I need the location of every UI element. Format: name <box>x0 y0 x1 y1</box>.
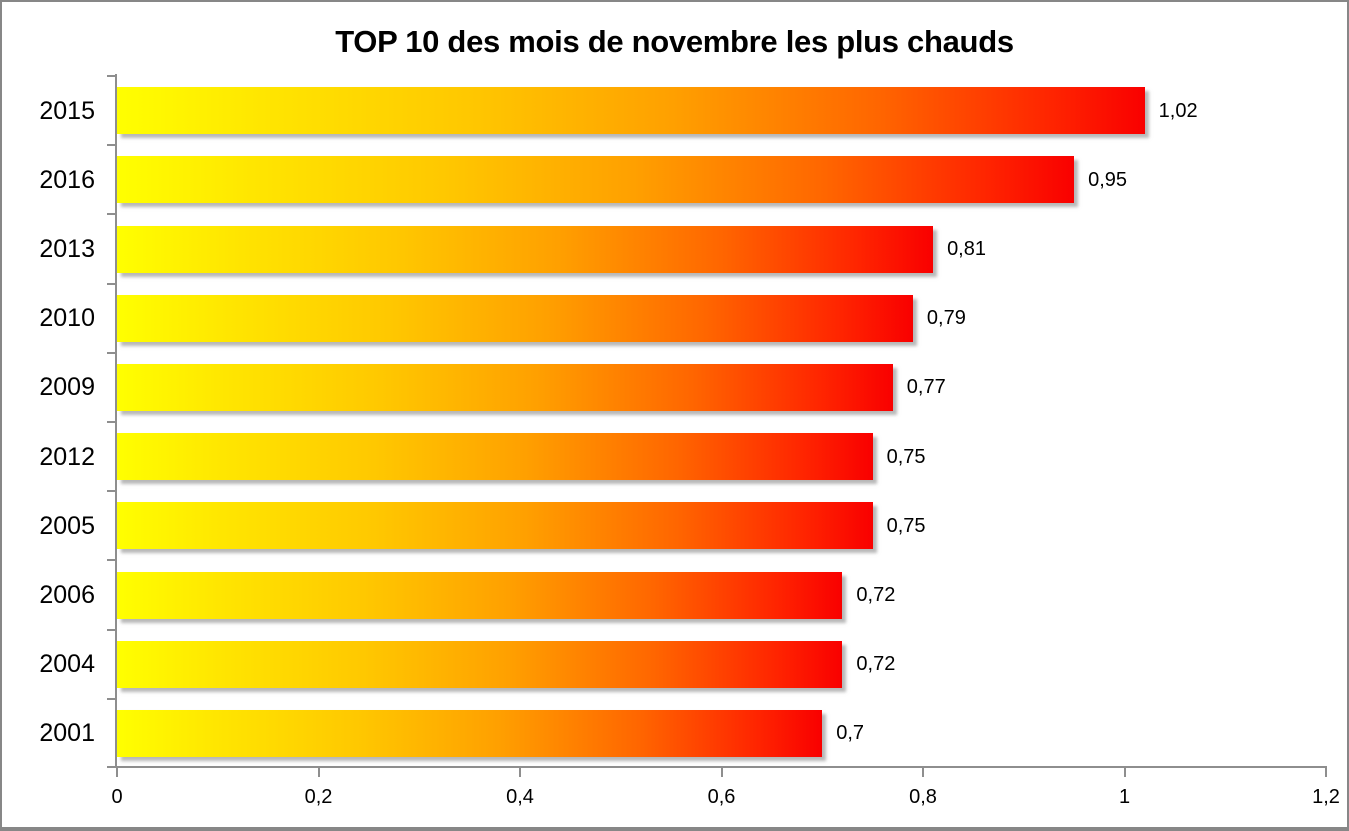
category-label-2009: 2009 <box>39 373 95 402</box>
bar-2016 <box>117 156 1075 204</box>
x-axis-label-1: 1 <box>1118 786 1131 808</box>
category-label-2012: 2012 <box>39 442 95 471</box>
category-label-2015: 2015 <box>39 96 95 125</box>
x-axis-tick <box>519 768 521 777</box>
x-axis-tick <box>1123 768 1126 777</box>
value-label-2013: 0,81 <box>947 238 986 260</box>
y-axis-tick <box>107 282 116 285</box>
category-label-2016: 2016 <box>39 165 95 194</box>
y-axis-tick <box>107 144 116 147</box>
y-axis-tick <box>107 421 116 423</box>
value-label-2015: 1,02 <box>1158 99 1198 122</box>
value-label-2010: 0,79 <box>926 307 966 330</box>
category-label-2004: 2004 <box>39 650 95 679</box>
value-label-2006: 0,72 <box>856 584 896 606</box>
category-label-2010: 2010 <box>39 304 95 333</box>
bar-2004 <box>117 640 843 688</box>
y-axis-tick <box>107 351 116 354</box>
x-axis-line <box>115 766 1327 768</box>
x-axis-label-0,2: 0,2 <box>304 786 333 808</box>
y-axis-tick <box>107 766 116 768</box>
y-axis-tick <box>107 213 116 216</box>
x-axis-tick <box>922 768 924 777</box>
x-axis-tick <box>720 768 723 777</box>
x-axis-label-0: 0 <box>111 786 123 808</box>
x-axis-label-0,8: 0,8 <box>909 786 937 808</box>
bar-2001 <box>117 709 823 757</box>
bar-2006 <box>117 571 843 619</box>
x-axis-label-1,2: 1,2 <box>1312 786 1340 808</box>
bar-2010 <box>117 294 913 342</box>
y-axis-line <box>115 74 117 767</box>
value-label-2005: 0,75 <box>886 514 926 537</box>
value-label-2012: 0,75 <box>886 445 926 468</box>
x-axis-tick <box>1325 768 1327 777</box>
x-axis-label-0,4: 0,4 <box>506 786 534 808</box>
y-axis-tick <box>107 490 116 493</box>
value-label-2004: 0,72 <box>856 653 896 676</box>
bar-2009 <box>117 363 893 411</box>
bar-2015 <box>117 87 1145 135</box>
category-label-2005: 2005 <box>39 511 95 540</box>
value-label-2001: 0,7 <box>836 722 865 745</box>
x-axis-tick <box>116 768 118 777</box>
bar-2005 <box>117 502 873 550</box>
bar-2012 <box>117 433 873 481</box>
category-label-2006: 2006 <box>39 581 95 609</box>
value-label-2016: 0,95 <box>1088 168 1128 191</box>
x-axis-label-0,6: 0,6 <box>707 786 736 808</box>
bar-2013 <box>117 225 934 273</box>
value-label-2009: 0,77 <box>906 376 946 399</box>
x-axis-tick <box>317 768 320 777</box>
y-axis-tick <box>107 75 116 77</box>
chart-title: TOP 10 des mois de novembre les plus cha… <box>335 24 1014 59</box>
category-label-2001: 2001 <box>39 719 95 748</box>
y-axis-tick <box>107 628 116 631</box>
category-label-2013: 2013 <box>39 235 95 263</box>
y-axis-tick <box>107 559 116 562</box>
y-axis-tick <box>107 697 116 700</box>
